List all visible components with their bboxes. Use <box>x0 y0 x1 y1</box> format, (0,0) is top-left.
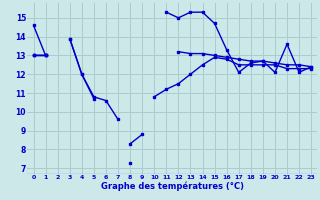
X-axis label: Graphe des températures (°C): Graphe des températures (°C) <box>101 182 244 191</box>
